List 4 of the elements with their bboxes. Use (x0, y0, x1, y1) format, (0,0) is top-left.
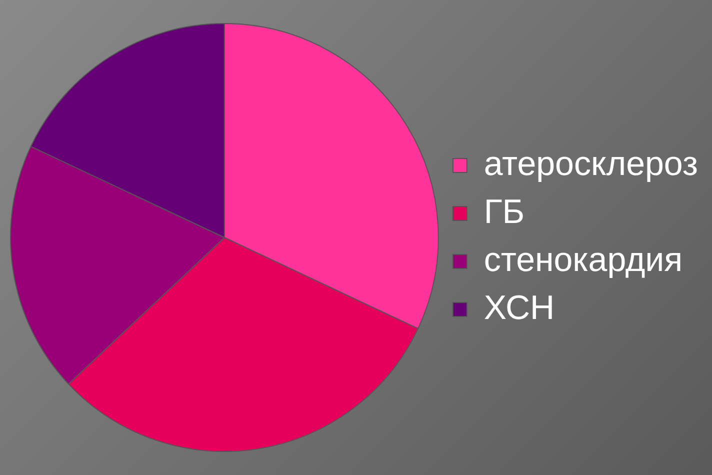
legend-label: стенокардия (484, 240, 683, 279)
legend-label: ХСН (484, 288, 555, 327)
legend-label: атеросклероз (484, 144, 698, 183)
legend-label: ГБ (484, 192, 525, 231)
